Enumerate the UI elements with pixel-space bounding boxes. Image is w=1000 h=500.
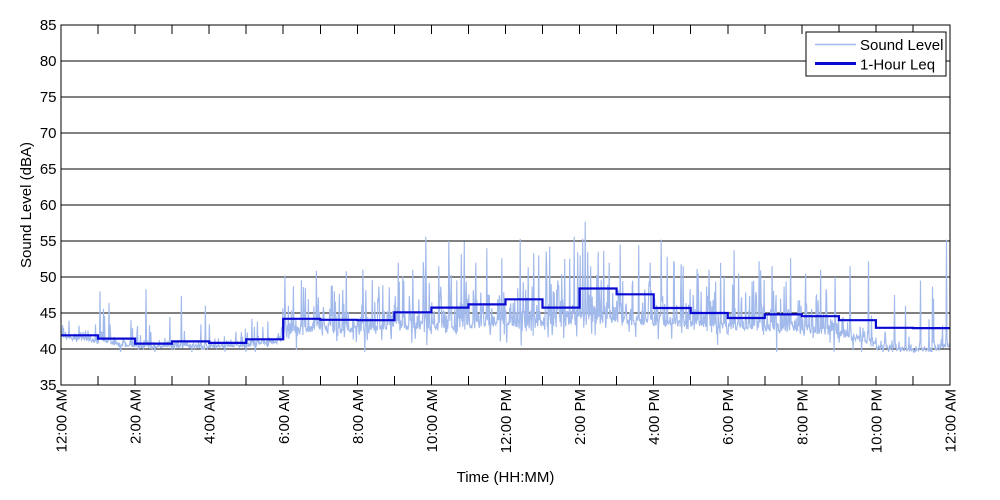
svg-text:6:00 PM: 6:00 PM [720, 389, 737, 445]
svg-text:Time (HH:MM): Time (HH:MM) [457, 469, 555, 486]
svg-text:75: 75 [40, 89, 57, 106]
svg-text:10:00 AM: 10:00 AM [424, 389, 441, 452]
svg-text:55: 55 [40, 233, 57, 250]
svg-text:2:00 AM: 2:00 AM [128, 389, 145, 444]
svg-text:Sound Level (dBA): Sound Level (dBA) [18, 142, 35, 268]
svg-text:1-Hour Leq: 1-Hour Leq [860, 57, 935, 74]
svg-text:12:00 PM: 12:00 PM [498, 389, 515, 453]
svg-text:65: 65 [40, 161, 57, 178]
svg-text:60: 60 [40, 197, 57, 214]
svg-text:35: 35 [40, 377, 57, 394]
svg-text:12:00 AM: 12:00 AM [943, 389, 960, 452]
svg-text:4:00 AM: 4:00 AM [202, 389, 219, 444]
svg-text:8:00 AM: 8:00 AM [350, 389, 367, 444]
svg-text:70: 70 [40, 125, 57, 142]
svg-text:12:00 AM: 12:00 AM [54, 389, 71, 452]
svg-text:8:00 PM: 8:00 PM [794, 389, 811, 445]
svg-text:45: 45 [40, 305, 57, 322]
svg-text:80: 80 [40, 53, 57, 70]
svg-text:10:00 PM: 10:00 PM [868, 389, 885, 453]
svg-text:4:00 PM: 4:00 PM [646, 389, 663, 445]
svg-text:50: 50 [40, 269, 57, 286]
svg-text:6:00 AM: 6:00 AM [276, 389, 293, 444]
svg-text:85: 85 [40, 17, 57, 34]
svg-text:Sound Level: Sound Level [860, 37, 943, 54]
svg-text:2:00 PM: 2:00 PM [572, 389, 589, 445]
svg-text:40: 40 [40, 341, 57, 358]
